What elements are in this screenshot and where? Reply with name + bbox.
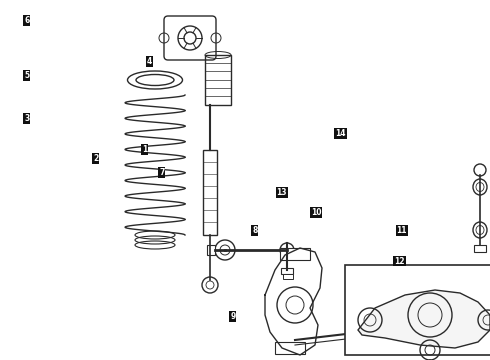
Text: 12: 12 xyxy=(394,256,405,266)
Text: 14: 14 xyxy=(335,129,346,138)
Text: 3: 3 xyxy=(24,114,29,123)
Text: 11: 11 xyxy=(396,226,407,235)
Bar xyxy=(446,302,450,308)
Text: 2: 2 xyxy=(93,154,98,163)
Bar xyxy=(470,302,474,308)
Text: 4: 4 xyxy=(147,57,152,66)
Text: 5: 5 xyxy=(24,71,29,80)
Bar xyxy=(275,342,305,354)
Bar xyxy=(345,265,490,355)
FancyBboxPatch shape xyxy=(164,16,216,60)
FancyBboxPatch shape xyxy=(479,287,490,309)
Text: 9: 9 xyxy=(230,312,235,321)
Text: 6: 6 xyxy=(24,16,29,25)
Bar xyxy=(281,268,293,274)
Polygon shape xyxy=(358,290,490,348)
Text: 8: 8 xyxy=(252,226,257,235)
Text: 13: 13 xyxy=(276,188,287,197)
Bar xyxy=(283,274,293,279)
Bar xyxy=(207,245,215,255)
FancyBboxPatch shape xyxy=(483,325,490,341)
Bar xyxy=(280,248,310,260)
Bar xyxy=(474,245,486,252)
Text: 7: 7 xyxy=(159,168,164,177)
Text: 10: 10 xyxy=(311,208,321,217)
Text: 1: 1 xyxy=(142,145,147,154)
Bar xyxy=(450,296,470,314)
Bar xyxy=(203,150,217,235)
